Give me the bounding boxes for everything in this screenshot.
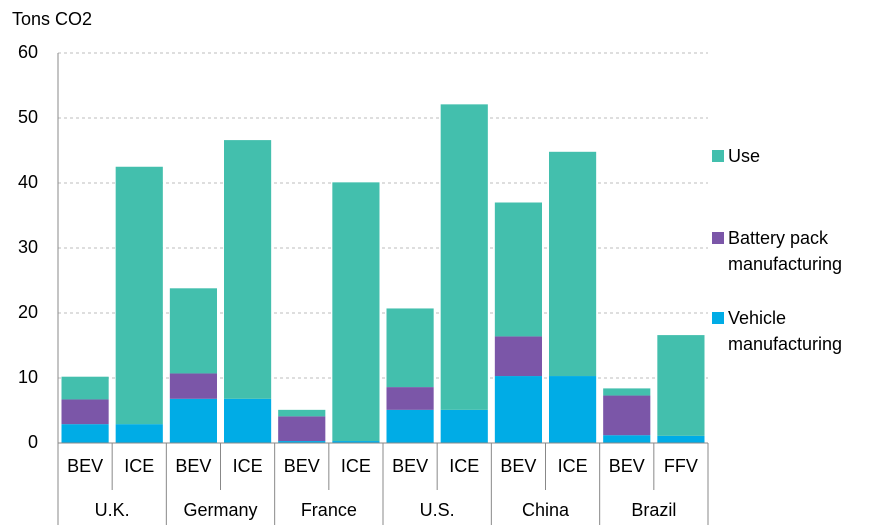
bar-segment: [386, 387, 434, 410]
x-tick-label: BEV: [284, 456, 320, 476]
y-axis-label: Tons CO2: [12, 9, 92, 29]
group-label: France: [301, 500, 357, 520]
x-tick-label: ICE: [558, 456, 588, 476]
legend-label: Vehicle manufacturing: [728, 308, 843, 354]
bar-segment: [332, 441, 380, 443]
bar-segment: [494, 376, 542, 443]
y-tick-label: 30: [18, 237, 38, 257]
bar-segment: [440, 104, 488, 410]
x-tick-label: BEV: [500, 456, 536, 476]
x-tick-label: BEV: [609, 456, 645, 476]
bar-segment: [386, 409, 434, 443]
bar-segment: [440, 409, 488, 443]
y-tick-label: 10: [18, 367, 38, 387]
bar-segment: [169, 398, 217, 443]
bar-segment: [494, 336, 542, 377]
legend-swatch: [712, 312, 724, 324]
group-label: Germany: [183, 500, 257, 520]
bar-segment: [549, 376, 597, 443]
bar-segment: [657, 335, 705, 436]
bar-segment: [61, 399, 109, 425]
bar-segment: [115, 166, 163, 425]
bar-segment: [603, 395, 651, 436]
x-tick-label: BEV: [392, 456, 428, 476]
x-tick-label: ICE: [341, 456, 371, 476]
legend-item: Battery pack manufacturing: [712, 225, 879, 277]
group-label: U.K.: [95, 500, 130, 520]
y-tick-label: 50: [18, 107, 38, 127]
bar-segment: [115, 424, 163, 443]
y-tick-label: 0: [28, 432, 38, 452]
bar-segment: [224, 140, 272, 399]
legend-item: Use: [712, 143, 879, 169]
legend-item: Vehicle manufacturing: [712, 305, 879, 357]
x-tick-label: ICE: [449, 456, 479, 476]
x-tick-label: ICE: [124, 456, 154, 476]
group-label: Brazil: [631, 500, 676, 520]
bar-segment: [224, 398, 272, 443]
x-tick-label: FFV: [664, 456, 698, 476]
legend-label: Battery pack manufacturing: [728, 228, 843, 274]
bar-segment: [278, 441, 326, 443]
group-label: U.S.: [420, 500, 455, 520]
bar-segment: [386, 308, 434, 388]
bar-segment: [549, 151, 597, 377]
group-label: China: [522, 500, 570, 520]
y-tick-label: 40: [18, 172, 38, 192]
y-tick-label: 60: [18, 42, 38, 62]
legend-swatch: [712, 150, 724, 162]
legend-label: Use: [728, 146, 761, 166]
bar-segment: [603, 388, 651, 396]
bar-segment: [494, 202, 542, 337]
legend-swatch: [712, 232, 724, 244]
x-tick-label: BEV: [175, 456, 211, 476]
bar-segment: [603, 435, 651, 443]
bar-segment: [61, 376, 109, 400]
bar-segment: [61, 424, 109, 443]
bar-segment: [169, 373, 217, 399]
bar-segment: [657, 435, 705, 443]
x-tick-label: BEV: [67, 456, 103, 476]
bar-segment: [169, 288, 217, 374]
bar-segment: [278, 416, 326, 442]
x-tick-label: ICE: [233, 456, 263, 476]
bar-segment: [332, 182, 380, 442]
y-tick-label: 20: [18, 302, 38, 322]
bar-segment: [278, 409, 326, 417]
